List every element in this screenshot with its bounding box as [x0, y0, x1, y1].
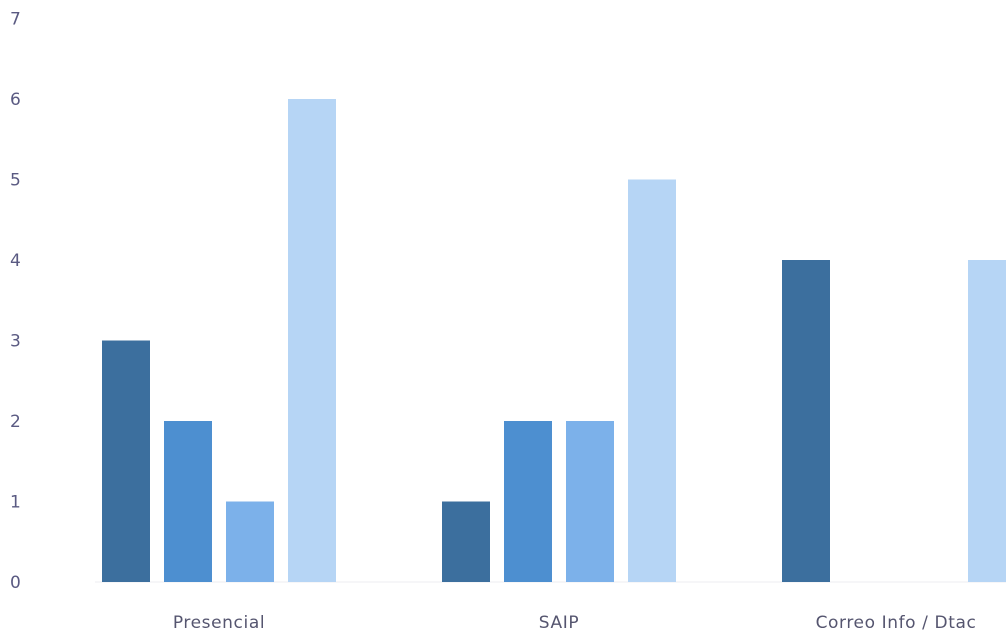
bar — [226, 501, 274, 582]
bar — [102, 340, 150, 582]
bar — [288, 99, 336, 582]
bar — [164, 421, 212, 582]
y-tick-label: 1 — [10, 493, 21, 513]
y-tick-label: 3 — [10, 332, 21, 352]
bar — [782, 260, 830, 582]
bar — [968, 260, 1006, 582]
y-tick-label: 0 — [10, 573, 21, 593]
y-tick-label: 2 — [10, 412, 21, 432]
y-tick-label: 7 — [10, 10, 21, 30]
bar — [566, 421, 614, 582]
x-axis: Presencial SAIP Correo Info / Dtac — [173, 613, 977, 633]
bars-group — [102, 99, 1006, 582]
y-tick-label: 5 — [10, 171, 21, 191]
x-category-label: Correo Info / Dtac — [816, 613, 977, 633]
y-tick-label: 4 — [10, 251, 21, 271]
y-axis: 0 1 2 3 4 5 6 7 — [10, 10, 21, 594]
x-category-label: SAIP — [539, 613, 579, 633]
bar — [442, 501, 490, 582]
bar — [504, 421, 552, 582]
y-tick-label: 6 — [10, 90, 21, 110]
x-category-label: Presencial — [173, 613, 265, 633]
bar — [628, 179, 676, 582]
